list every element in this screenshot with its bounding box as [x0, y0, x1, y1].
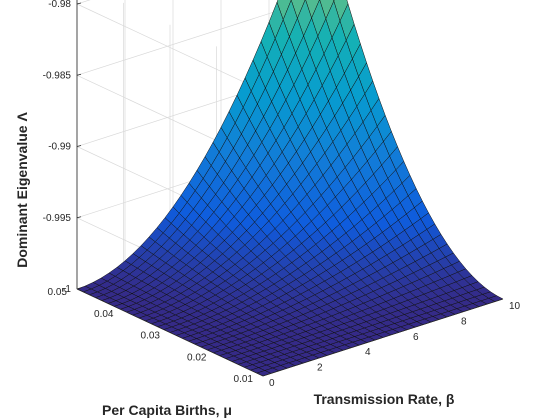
z-tick-label: -1	[62, 284, 71, 295]
axes-lines	[76, 0, 504, 377]
x-axis-line	[262, 298, 504, 377]
z-tick-mark	[76, 216, 82, 219]
z-axis-label: Dominant Eigenvalue Λ	[14, 112, 30, 268]
x-tick-label: 6	[413, 332, 419, 343]
z-tick-mark	[76, 287, 82, 290]
z-tick-mark	[76, 73, 82, 76]
x-tick-label: 0	[269, 378, 275, 389]
x-tick-label: 2	[317, 363, 323, 374]
z-tick-label: -0.98	[48, 0, 71, 10]
y-tick-label: 0.05	[48, 287, 68, 298]
x-axis-label: Transmission Rate, β	[314, 391, 455, 407]
x-tick-label: 10	[509, 301, 521, 312]
z-tick-label: -0.985	[43, 70, 72, 81]
z-tick-mark	[76, 145, 82, 147]
x-tick-label: 8	[461, 316, 467, 327]
y-axis-line	[76, 288, 264, 377]
x-tick-label: 4	[365, 347, 371, 358]
y-tick-label: 0.04	[94, 309, 114, 320]
y-tick-label: 0.03	[141, 331, 161, 342]
tick-labels: -1 -0.995 -0.99 -0.985 -0.98 0.01 0.02 0.03 0.04…	[43, 0, 521, 389]
z-tick-label: -0.995	[43, 213, 72, 224]
y-axis-label: Per Capita Births, μ	[102, 402, 232, 418]
z-tick-label: -0.99	[48, 142, 71, 153]
y-tick-label: 0.02	[187, 352, 207, 363]
z-tick-mark	[76, 2, 82, 5]
y-tick-label: 0.01	[234, 374, 254, 385]
surface-mesh	[76, 0, 504, 377]
